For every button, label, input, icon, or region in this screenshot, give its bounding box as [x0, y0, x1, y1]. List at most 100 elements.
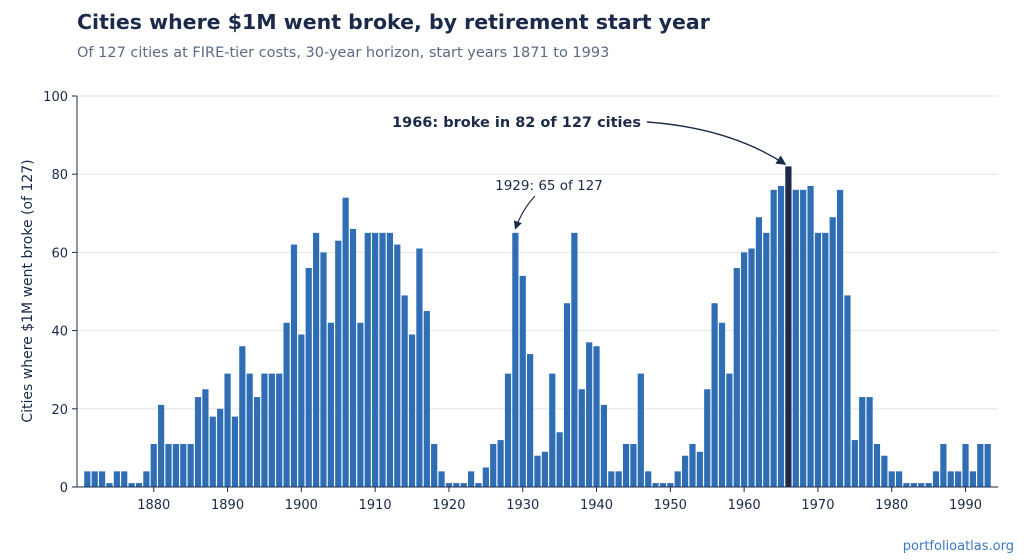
bar — [386, 232, 394, 487]
bar — [704, 389, 711, 487]
bar — [394, 244, 401, 487]
bar — [896, 471, 903, 487]
bar — [416, 248, 423, 487]
x-tick-label: 1890 — [211, 498, 244, 513]
bar — [231, 416, 239, 487]
bar — [800, 189, 807, 487]
bar — [482, 467, 489, 487]
bar — [733, 268, 740, 487]
x-tick-label: 1920 — [432, 498, 465, 513]
bar — [814, 232, 822, 487]
x-tick-label: 1940 — [580, 498, 613, 513]
bar — [859, 397, 866, 487]
bar — [549, 373, 556, 487]
bar — [556, 432, 563, 487]
x-tick-label: 1960 — [728, 498, 761, 513]
chart-subtitle: Of 127 cities at FIRE-tier costs, 30-yea… — [77, 45, 610, 61]
bar — [984, 443, 991, 487]
bar — [209, 416, 216, 487]
annotation-1966: 1966: broke in 82 of 127 cities — [392, 115, 641, 131]
bar — [379, 232, 386, 487]
y-tick-label: 100 — [43, 90, 68, 105]
bar — [113, 471, 120, 487]
bar — [755, 217, 762, 487]
bar — [327, 322, 334, 487]
bar — [357, 322, 364, 487]
bar — [645, 471, 652, 487]
bar — [320, 252, 327, 487]
bar — [298, 334, 305, 487]
bar — [681, 455, 689, 487]
bar — [578, 389, 585, 487]
bar — [283, 322, 290, 487]
bar — [748, 248, 755, 487]
bar — [253, 397, 261, 487]
bar — [194, 397, 202, 487]
bar — [467, 471, 475, 487]
bar — [364, 232, 371, 487]
bar — [637, 373, 644, 487]
bar — [851, 440, 858, 487]
bar — [969, 471, 977, 487]
x-tick-label: 1970 — [801, 498, 834, 513]
bar — [940, 443, 947, 487]
bar — [158, 404, 165, 487]
axes: 0 20 40 60 80 100 1880 1890 1900 1910 1920 1930 1940… — [43, 90, 998, 513]
bar — [180, 443, 187, 487]
bar — [741, 252, 748, 487]
bar — [836, 189, 844, 487]
bar — [224, 373, 231, 487]
bars — [84, 166, 991, 487]
y-axis-label: Cities where $1M went broke (of 127) — [20, 159, 36, 422]
bar — [696, 451, 703, 487]
bar — [593, 346, 600, 487]
annotations: 1966: broke in 82 of 127 cities 1929: 65 … — [392, 115, 787, 230]
bar — [172, 443, 179, 487]
bar — [962, 443, 969, 487]
bar — [659, 483, 667, 487]
bar — [807, 185, 814, 487]
bar — [866, 397, 873, 487]
bar — [460, 483, 467, 487]
bar — [98, 471, 106, 487]
bar — [563, 303, 571, 487]
bar — [84, 471, 91, 487]
bar — [534, 455, 541, 487]
bar — [888, 471, 895, 487]
gridlines — [77, 95, 998, 410]
bar — [453, 483, 460, 487]
y-tick-label: 40 — [51, 325, 68, 340]
bar — [335, 240, 342, 487]
bar — [777, 185, 785, 487]
bar — [822, 232, 829, 487]
bar — [401, 295, 408, 487]
bar — [135, 483, 143, 487]
bar — [121, 471, 128, 487]
bar — [667, 483, 674, 487]
bar — [106, 483, 113, 487]
bar — [903, 483, 910, 487]
bar — [785, 166, 792, 487]
bar — [586, 342, 593, 487]
bar — [608, 471, 615, 487]
y-tick-label: 60 — [51, 246, 68, 261]
x-tick-label: 1990 — [949, 498, 982, 513]
source-link[interactable]: portfolioatlas.org — [902, 539, 1014, 554]
bar — [165, 443, 172, 487]
y-tick-label: 20 — [51, 403, 68, 418]
y-tick-label: 0 — [60, 481, 68, 496]
bar — [445, 483, 453, 487]
bar — [246, 373, 253, 487]
bar — [630, 443, 637, 487]
bar — [792, 189, 799, 487]
bar — [423, 311, 430, 487]
chart-title: Cities where $1M went broke, by retireme… — [77, 10, 710, 34]
bar — [947, 471, 954, 487]
bar — [652, 483, 659, 487]
bar — [261, 373, 268, 487]
bar — [711, 303, 718, 487]
bar — [431, 443, 438, 487]
bar — [217, 408, 224, 487]
bar — [932, 471, 940, 487]
